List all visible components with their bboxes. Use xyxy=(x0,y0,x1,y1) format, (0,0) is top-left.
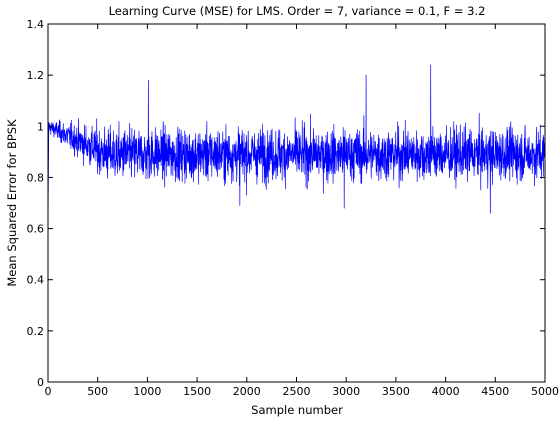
y-tick-label: 0 xyxy=(37,376,44,389)
x-tick-label: 4000 xyxy=(432,385,460,398)
y-axis-label: Mean Squared Error for BPSK xyxy=(5,119,19,287)
x-tick-label: 5000 xyxy=(531,385,559,398)
x-tick-label: 2000 xyxy=(233,385,261,398)
x-tick-label: 3000 xyxy=(332,385,360,398)
x-tick-label: 2500 xyxy=(283,385,311,398)
y-tick-label: 1.2 xyxy=(27,69,45,82)
y-tick-label: 0.6 xyxy=(27,223,45,236)
series-line xyxy=(47,64,546,229)
axes-box xyxy=(47,23,546,383)
axes: 0 500 1000 1500 2000 2500 3000 3500 4000 4500 5000… xyxy=(27,18,560,398)
x-tick-label: 500 xyxy=(87,385,108,398)
y-tick-label: 1.4 xyxy=(27,18,45,31)
y-tick-label: 1 xyxy=(37,120,44,133)
x-axis-label: Sample number xyxy=(251,403,343,417)
x-tick-label: 4500 xyxy=(481,385,509,398)
x-tick-label: 0 xyxy=(45,385,52,398)
x-tick-label: 3500 xyxy=(382,385,410,398)
x-tick-label: 1000 xyxy=(133,385,161,398)
y-tick-label: 0.8 xyxy=(27,171,45,184)
x-tick-label: 1500 xyxy=(183,385,211,398)
y-tick-label: 0.2 xyxy=(27,325,45,338)
plot-area xyxy=(47,64,546,229)
y-tick-label: 0.4 xyxy=(27,274,45,287)
chart-title: Learning Curve (MSE) for LMS. Order = 7,… xyxy=(109,4,486,18)
